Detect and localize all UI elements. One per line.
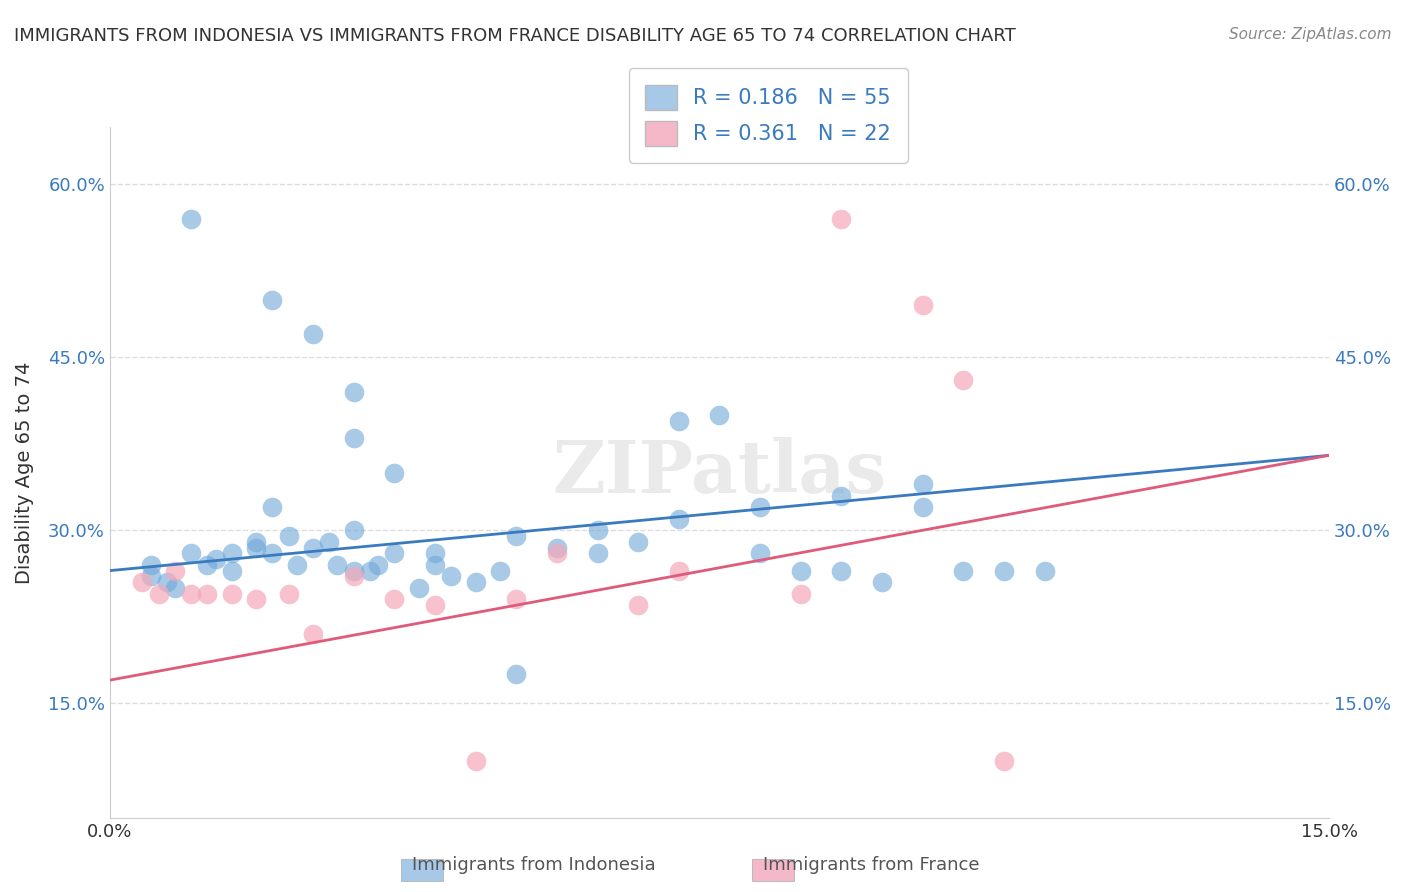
Point: [627, 598, 650, 612]
Point: [367, 558, 389, 572]
Point: [163, 564, 186, 578]
Point: [586, 523, 609, 537]
Point: [197, 558, 219, 572]
Point: [911, 500, 934, 515]
Point: [423, 558, 446, 572]
Point: [285, 558, 308, 572]
Point: [343, 384, 366, 399]
Point: [302, 327, 325, 342]
Point: [911, 298, 934, 312]
Text: Immigrants from France: Immigrants from France: [763, 856, 980, 874]
Point: [870, 575, 893, 590]
Point: [204, 552, 226, 566]
Point: [464, 575, 486, 590]
Point: [382, 592, 405, 607]
Point: [221, 587, 243, 601]
Text: IMMIGRANTS FROM INDONESIA VS IMMIGRANTS FROM FRANCE DISABILITY AGE 65 TO 74 CORR: IMMIGRANTS FROM INDONESIA VS IMMIGRANTS …: [14, 27, 1015, 45]
Point: [627, 534, 650, 549]
Point: [1033, 564, 1056, 578]
Point: [302, 541, 325, 555]
Point: [749, 500, 772, 515]
Point: [197, 587, 219, 601]
Point: [489, 564, 512, 578]
Point: [156, 575, 179, 590]
Point: [408, 581, 430, 595]
Point: [221, 564, 243, 578]
Point: [359, 564, 381, 578]
Point: [423, 598, 446, 612]
Point: [440, 569, 463, 583]
Point: [830, 564, 852, 578]
Point: [952, 373, 974, 387]
Point: [180, 212, 202, 227]
Point: [180, 546, 202, 560]
Point: [546, 546, 568, 560]
Point: [343, 431, 366, 445]
Point: [790, 587, 813, 601]
Point: [790, 564, 813, 578]
Point: [464, 754, 486, 768]
Point: [326, 558, 349, 572]
Point: [245, 592, 267, 607]
Point: [505, 667, 527, 681]
Point: [709, 408, 731, 422]
Point: [505, 592, 527, 607]
Point: [262, 293, 284, 307]
Point: [163, 581, 186, 595]
Point: [749, 546, 772, 560]
Y-axis label: Disability Age 65 to 74: Disability Age 65 to 74: [15, 361, 34, 583]
Point: [245, 534, 267, 549]
Point: [586, 546, 609, 560]
Point: [302, 627, 325, 641]
Point: [993, 754, 1015, 768]
Point: [343, 564, 366, 578]
Point: [382, 466, 405, 480]
Point: [993, 564, 1015, 578]
Point: [830, 489, 852, 503]
Point: [148, 587, 170, 601]
Point: [245, 541, 267, 555]
Point: [277, 529, 299, 543]
Point: [546, 541, 568, 555]
Legend: R = 0.186   N = 55, R = 0.361   N = 22: R = 0.186 N = 55, R = 0.361 N = 22: [628, 68, 908, 162]
Point: [668, 414, 690, 428]
Point: [131, 575, 153, 590]
Point: [668, 564, 690, 578]
Point: [139, 569, 162, 583]
Point: [382, 546, 405, 560]
Point: [830, 212, 852, 227]
Point: [952, 564, 974, 578]
Point: [505, 529, 527, 543]
Point: [911, 477, 934, 491]
Point: [318, 534, 340, 549]
Point: [423, 546, 446, 560]
Point: [277, 587, 299, 601]
Point: [262, 500, 284, 515]
Point: [180, 587, 202, 601]
Point: [262, 546, 284, 560]
Point: [221, 546, 243, 560]
Text: Immigrants from Indonesia: Immigrants from Indonesia: [412, 856, 657, 874]
Text: Source: ZipAtlas.com: Source: ZipAtlas.com: [1229, 27, 1392, 42]
Point: [343, 523, 366, 537]
Point: [343, 569, 366, 583]
Point: [139, 558, 162, 572]
Text: ZIPatlas: ZIPatlas: [553, 437, 887, 508]
Point: [668, 512, 690, 526]
